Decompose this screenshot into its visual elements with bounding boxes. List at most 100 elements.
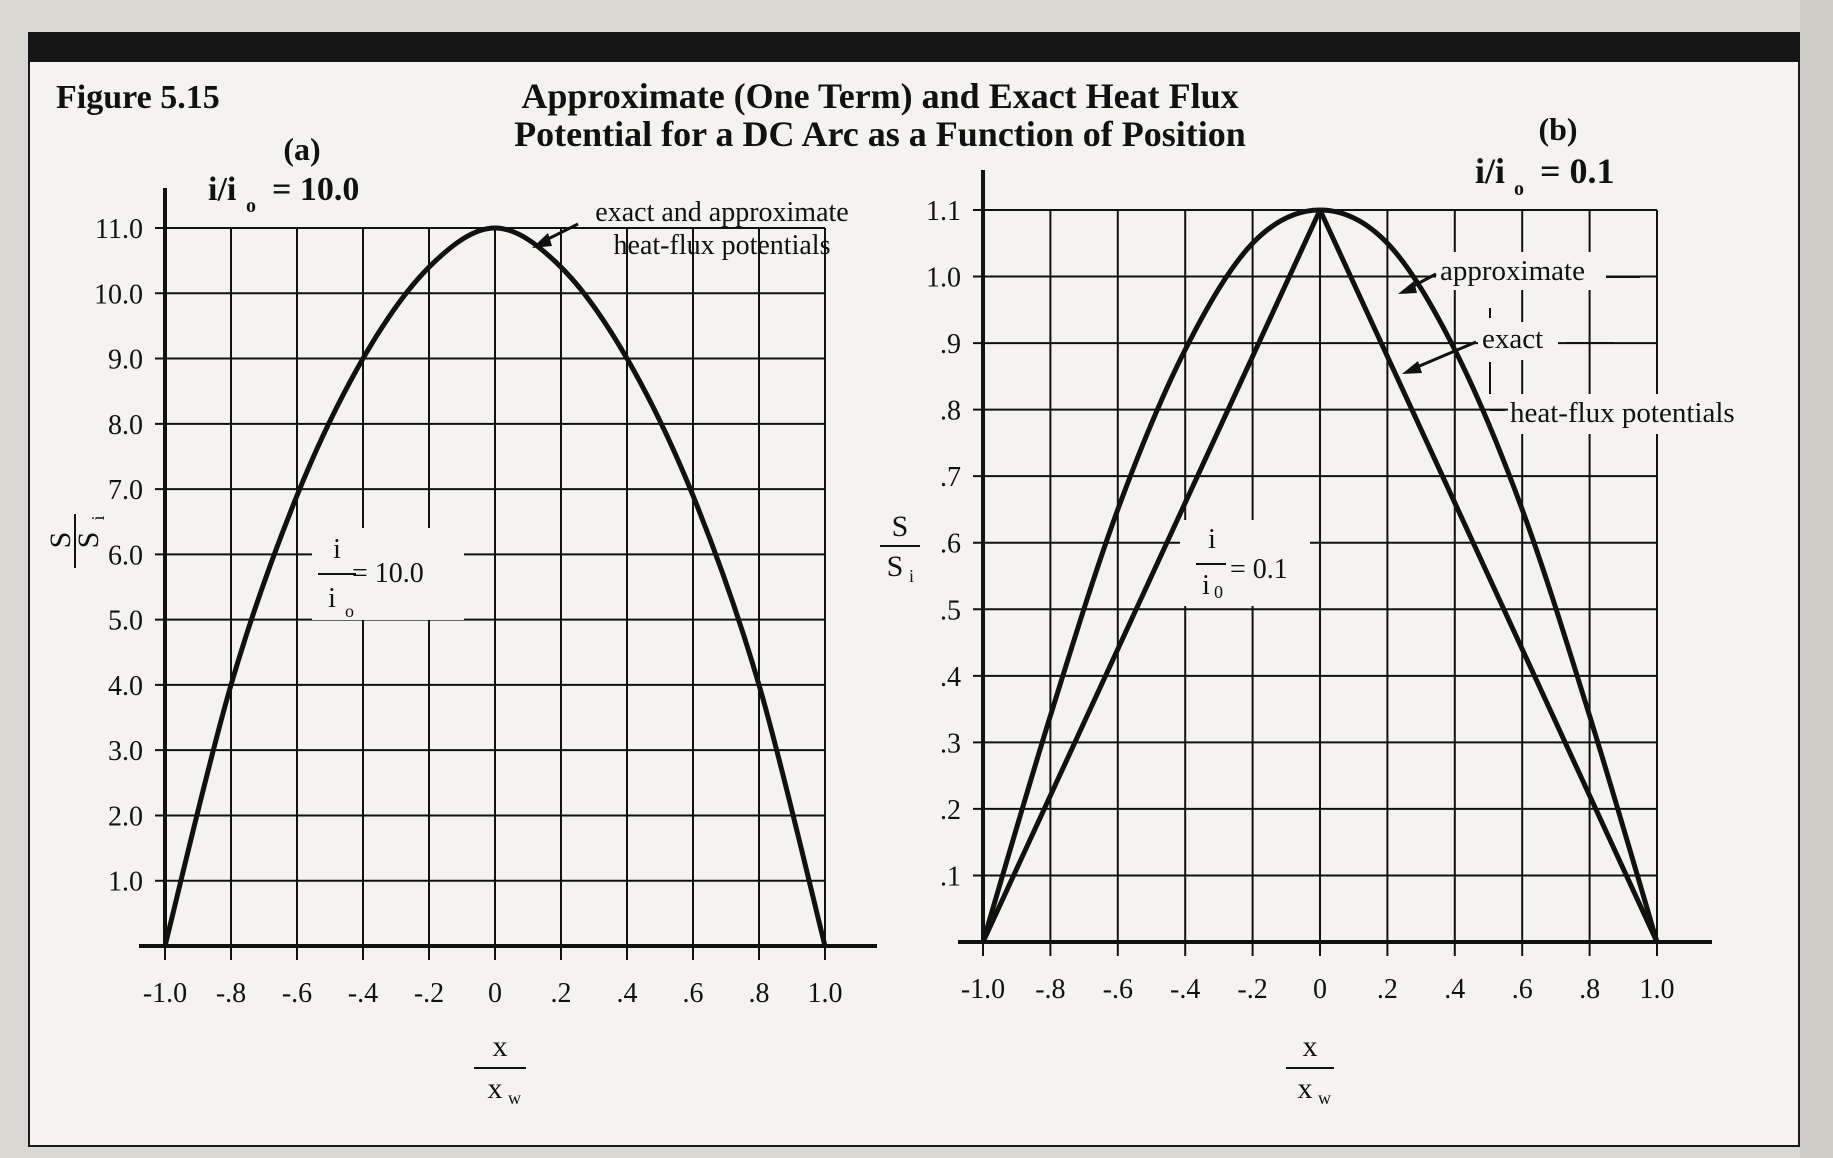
panel-a-xtick-label-3: -.4 — [348, 978, 378, 1009]
legend-common: heat-flux potentials — [1510, 397, 1735, 429]
panel-b-plot: -1.0 -.8 -.6 -.4 -.2 0 .2 .4 .6 .8 1.0 .1 .2 .3 .4 .5 .6… — [926, 170, 1712, 1005]
panel-b-ytick-label-2: .3 — [940, 728, 961, 759]
legend-approximate: approximate — [1440, 255, 1585, 287]
panel-a-ylabel-den: S — [72, 532, 105, 549]
panel-b-xtick-label-2: -.6 — [1103, 974, 1133, 1005]
panel-a-arrowhead — [532, 233, 552, 248]
panel-a-inline-ratio: i i o = 10.0 — [312, 528, 464, 621]
legend-approx-bg — [1436, 252, 1606, 290]
panel-b-ylabel: S S i — [880, 510, 920, 586]
panel-b-xtick-label-4: -.2 — [1237, 974, 1267, 1005]
panel-a-inline-num: i — [333, 534, 341, 565]
panel-b-ylabel-den-sub: i — [909, 566, 914, 586]
panel-b-legend: approximate exact heat-flux potentials — [1398, 252, 1752, 434]
panel-a-ytick-label-6: 7.0 — [108, 475, 143, 506]
panel-a-ytick-label-10: 11.0 — [95, 214, 143, 245]
panel-b-inline-num: i — [1208, 524, 1216, 555]
legend-common-bg — [1508, 394, 1752, 434]
panel-b-label: (b) — [1538, 111, 1577, 147]
panel-a-xtick-label-7: .4 — [617, 978, 638, 1009]
panel-b-ratio-text: i/i — [1475, 151, 1505, 191]
panel-a-xlabel: x x w — [474, 1030, 526, 1108]
panel-b-inline-den: i — [1202, 570, 1210, 601]
panel-b-inline-ratio: i i 0 = 0.1 — [1180, 520, 1310, 606]
panel-a-ytick-label-9: 10.0 — [94, 279, 143, 310]
panel-a-ratio-sub: o — [246, 195, 256, 217]
legend-exact-pointer — [1409, 340, 1477, 372]
panel-b-ratio-sub: o — [1514, 178, 1524, 200]
panel-b-xtick-label-1: -.8 — [1035, 974, 1065, 1005]
panel-a-plot: -1.0 -.8 -.6 -.4 -.2 0 .2 .4 .6 .8 1.0 1.0 2.0 3.0 4.0… — [94, 188, 877, 1009]
panel-a-ytick-label-5: 6.0 — [108, 540, 143, 571]
panel-b-xtick-label-8: .6 — [1512, 974, 1533, 1005]
panel-a-series-curve — [162, 225, 828, 947]
panel-a-xtick-label-0: -1.0 — [143, 978, 187, 1009]
panel-b-ytick-label-1: .2 — [940, 795, 961, 826]
figure-title-line2: Potential for a DC Arc as a Function of … — [514, 114, 1246, 154]
panel-b-series-exact — [980, 207, 1660, 944]
panel-a-annotation-line1: exact and approximate — [595, 197, 848, 228]
panel-b-inline-value: = 0.1 — [1230, 554, 1288, 585]
panel-a-xtick-label-5: 0 — [488, 978, 502, 1009]
panel-a-ytick-label-7: 8.0 — [108, 410, 143, 441]
panel-a-ylabel-den-sub: i — [88, 515, 108, 520]
panel-a-xtick-label-4: -.2 — [414, 978, 444, 1009]
panel-a-ytick-label-2: 3.0 — [108, 736, 143, 767]
panel-a-annotation-line2: heat-flux potentials — [614, 230, 831, 261]
panel-a-xtick-label-8: .6 — [683, 978, 704, 1009]
panel-b-xlabel: x x w — [1286, 1030, 1334, 1108]
panel-a-ytick-label-4: 5.0 — [108, 606, 143, 637]
panel-a-ylabel: S S i — [44, 514, 108, 568]
panel-b-ylabel-den: S — [887, 550, 904, 583]
panel-a-xtick-label-2: -.6 — [282, 978, 312, 1009]
legend-approx-arrowhead — [1398, 281, 1417, 294]
top-black-band — [28, 32, 1800, 62]
figure-label: Figure 5.15 — [56, 79, 220, 116]
panel-b-ratio: i/i o = 0.1 — [1475, 151, 1615, 200]
legend-exact-arrowhead — [1402, 361, 1422, 374]
panel-a-xtick-label-6: .2 — [551, 978, 572, 1009]
panel-b-ytick-label-0: .1 — [940, 861, 961, 892]
panel-b-xtick-label-7: .4 — [1444, 974, 1465, 1005]
panel-a-xlabel-den-sub: w — [508, 1088, 521, 1108]
panel-a-xtick-label-1: -.8 — [216, 978, 246, 1009]
panel-b-ytick-label-3: .4 — [940, 662, 961, 693]
panel-a-label: (a) — [283, 131, 320, 167]
panel-a-annotation: exact and approximate heat-flux potentia… — [532, 197, 849, 261]
panel-b-xtick-label-9: .8 — [1579, 974, 1600, 1005]
panel-b-ytick-label-8: .9 — [940, 329, 961, 360]
panel-b-ylabel-num: S — [892, 510, 909, 543]
panel-b-ytick-label-9: 1.0 — [926, 263, 961, 294]
panel-a-inline-value: = 10.0 — [352, 558, 424, 589]
panel-a-xtick-label-9: .8 — [749, 978, 770, 1009]
panel-a-xlabel-num: x — [493, 1030, 508, 1063]
panel-a-xtick-label-10: 1.0 — [808, 978, 843, 1009]
panel-a-ytick-label-0: 1.0 — [108, 867, 143, 898]
panel-b-xlabel-den-sub: w — [1318, 1088, 1331, 1108]
legend-exact: exact — [1482, 323, 1543, 355]
panel-a-ylabel-num: S — [44, 532, 77, 549]
panel-a-ratio: i/i o = 10.0 — [208, 171, 359, 217]
panel-a-xlabel-den: x — [488, 1072, 503, 1105]
page-edge — [1800, 0, 1833, 1158]
panel-b-inline-den-sub: 0 — [1214, 582, 1223, 602]
panel-a-ratio-text: i/i — [208, 171, 236, 208]
figure-title-line1: Approximate (One Term) and Exact Heat Fl… — [521, 76, 1238, 116]
panel-b-xtick-label-0: -1.0 — [961, 974, 1005, 1005]
panel-b-ytick-label-6: .7 — [940, 462, 961, 493]
panel-b-ytick-label-7: .8 — [940, 396, 961, 427]
panel-b-xtick-label-5: 0 — [1313, 974, 1327, 1005]
panel-b-xtick-label-6: .2 — [1377, 974, 1398, 1005]
panel-b-xtick-label-10: 1.0 — [1640, 974, 1675, 1005]
panel-a-ytick-label-3: 4.0 — [108, 671, 143, 702]
panel-a-ytick-label-1: 2.0 — [108, 801, 143, 832]
panel-b-ytick-label-10: 1.1 — [926, 196, 961, 227]
panel-b-ytick-label-4: .5 — [940, 595, 961, 626]
legend-exact-bg — [1478, 322, 1558, 360]
panel-a-inline-den-sub: o — [345, 601, 354, 621]
panel-b-xtick-label-3: -.4 — [1170, 974, 1200, 1005]
panel-a-inline-den: i — [328, 583, 336, 614]
panel-a-ratio-value: = 10.0 — [272, 171, 359, 208]
panel-b-ytick-label-5: .6 — [940, 529, 961, 560]
